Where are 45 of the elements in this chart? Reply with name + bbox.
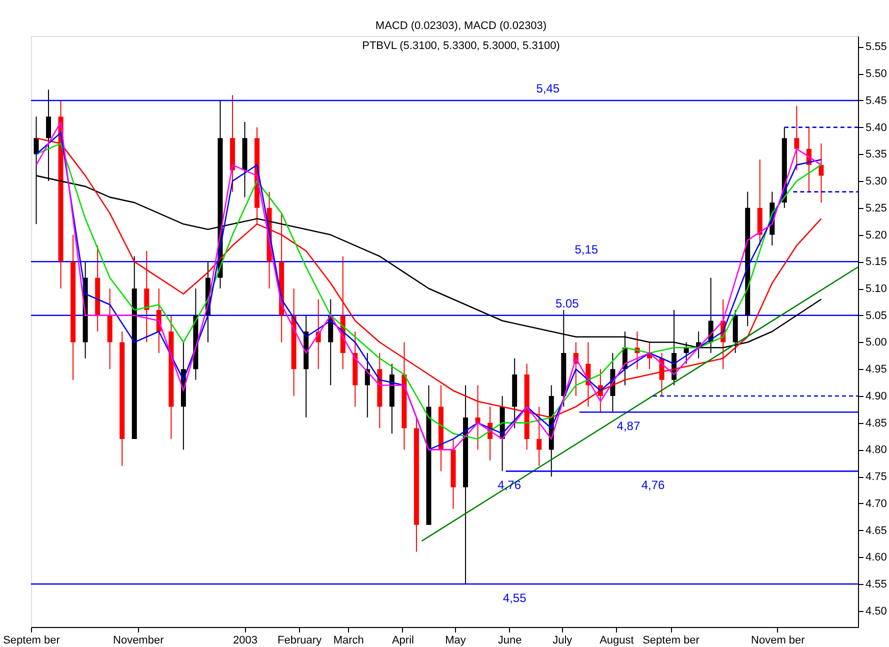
- candlestick: [144, 250, 150, 343]
- text: MACD (0.02303), MACD (0.02303): [375, 20, 547, 32]
- y-tick-label: 5.15: [866, 256, 887, 268]
- x-tick-label: May: [445, 634, 466, 646]
- y-tick-label: 5.10: [866, 283, 887, 296]
- x-tick-label: April: [392, 634, 414, 646]
- y-tick-label: 4.75: [866, 471, 887, 484]
- annotation: 4,87: [616, 419, 640, 434]
- x-tick-label: June: [498, 634, 522, 646]
- annotation: 5.05: [555, 296, 580, 310]
- y-tick-label: 5.50: [866, 68, 887, 80]
- y-tick-label: 4.60: [866, 552, 887, 564]
- y-tick-label: 4.95: [866, 364, 887, 376]
- y-tick-label: 5.00: [866, 336, 887, 349]
- x-tick-label: 2003: [233, 634, 258, 646]
- x-tick-label: August: [600, 634, 634, 646]
- y-tick-label: 5.20: [866, 229, 887, 242]
- y-tick-label: 5.40: [866, 122, 887, 134]
- y-tick-label: 4.70: [866, 498, 887, 510]
- x-tick-label: March: [333, 634, 364, 646]
- y-tick-label: 5.05: [866, 310, 887, 322]
- candlestick: [818, 142, 824, 204]
- y-tick-label: 5.35: [866, 148, 887, 161]
- y-tick-label: 4.85: [866, 417, 887, 430]
- annotation: 5,45: [536, 81, 560, 96]
- x-tick-label: Septem ber: [642, 634, 700, 646]
- y-tick-label: 5.55: [866, 41, 887, 54]
- y-tick-label: 4.50: [866, 605, 887, 618]
- y-tick-label: 4.65: [866, 524, 887, 537]
- y-tick-label: 4.55: [866, 578, 887, 591]
- annotation: 4,55: [502, 591, 527, 606]
- y-tick-label: 4.80: [866, 444, 887, 456]
- x-tick-label: Septem ber: [3, 634, 60, 646]
- y-tick-label: 5.30: [866, 176, 887, 188]
- x-tick-label: February: [278, 634, 322, 646]
- x-tick-label: November: [113, 634, 164, 646]
- chart-title: PTBVL (5.3100, 5.3300, 5.3000, 5.3100): [362, 40, 560, 52]
- y-tick-label: 5.25: [866, 202, 887, 214]
- y-tick-label: 5.45: [866, 94, 887, 107]
- x-tick-label: Novem ber: [751, 634, 806, 646]
- annotation: 4,76: [641, 478, 666, 492]
- candlestick: [794, 105, 800, 171]
- x-tick-label: July: [552, 634, 573, 646]
- y-tick-label: 4.90: [866, 390, 887, 402]
- annotation: 5,15: [574, 242, 598, 257]
